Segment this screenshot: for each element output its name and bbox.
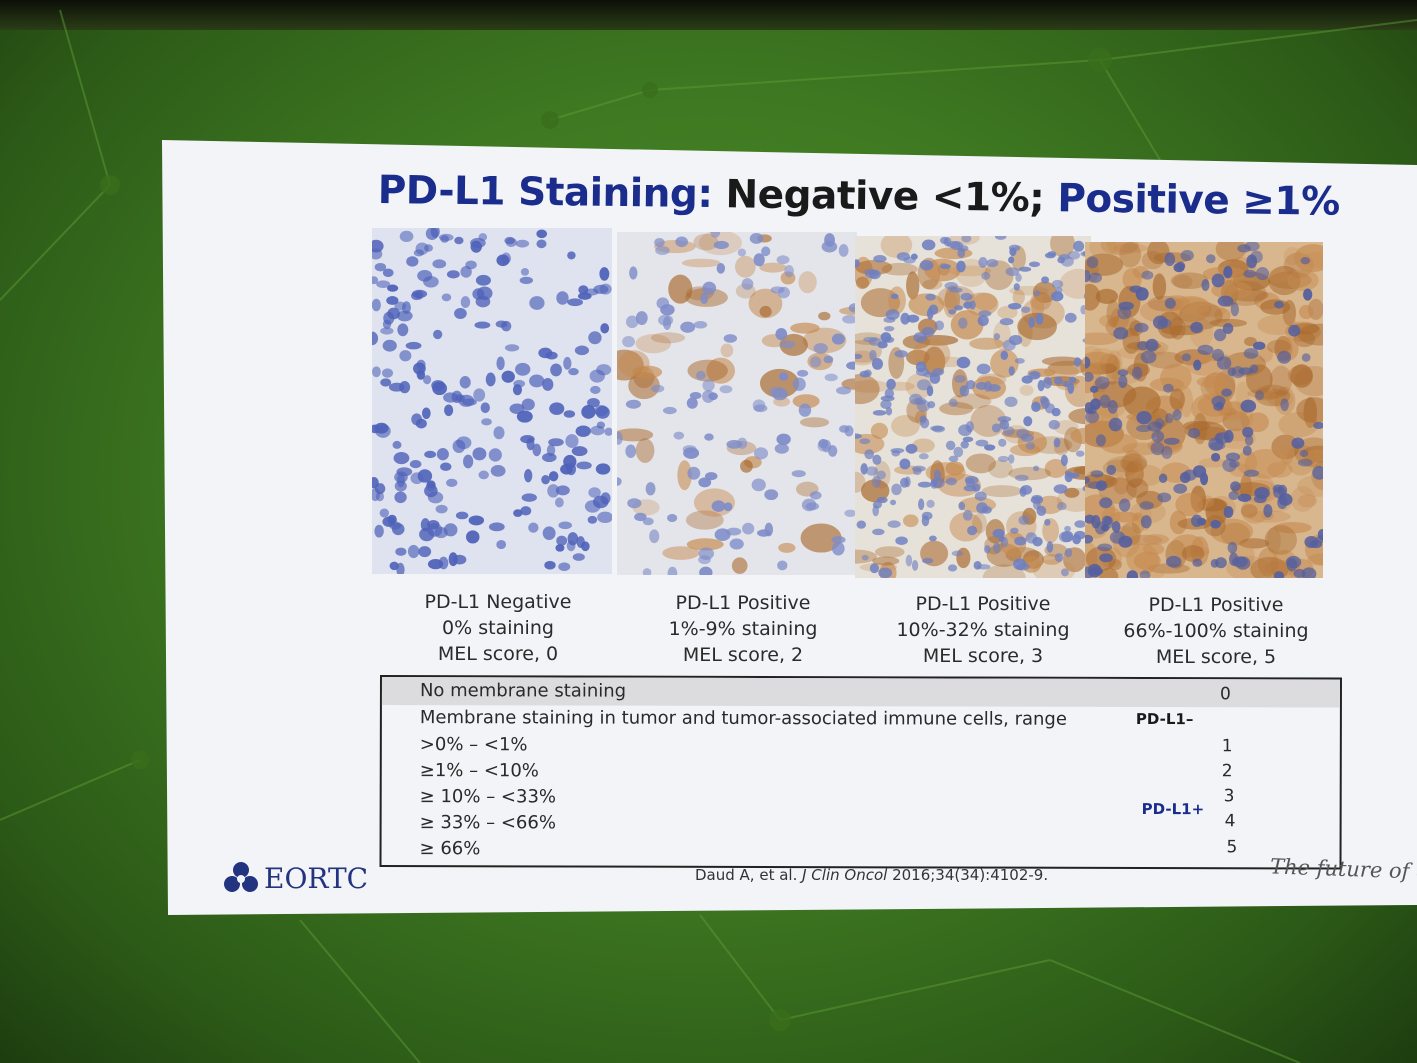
caption-status: PD-L1 Positive bbox=[1148, 594, 1284, 616]
table-row-label: Membrane staining in tumor and tumor-ass… bbox=[419, 707, 1067, 730]
table-row-label: ≥ 33% – <66% bbox=[419, 812, 557, 834]
projector-top-edge bbox=[0, 0, 1417, 30]
histology-panel-positive-low bbox=[617, 232, 857, 575]
table-row-score: 0 bbox=[1219, 684, 1231, 705]
caption-score: MEL score, 3 bbox=[922, 645, 1044, 667]
pdl1-positive-tag: PD-L1+ bbox=[1141, 799, 1205, 819]
histology-image-1 bbox=[372, 228, 612, 574]
caption-staining: 0% staining bbox=[442, 617, 554, 639]
table-row-label: ≥ 66% bbox=[419, 838, 481, 860]
histology-image-4 bbox=[1085, 242, 1323, 578]
histology-panel-positive-high bbox=[1085, 242, 1323, 578]
panel-caption-4: PD-L1 Positive 66%-100% staining MEL sco… bbox=[1096, 592, 1336, 670]
reference-citation: Daud A, et al. J Clin Oncol 2016;34(34):… bbox=[695, 866, 1048, 884]
caption-score: MEL score, 5 bbox=[1155, 646, 1277, 668]
caption-staining: 10%-32% staining bbox=[896, 619, 1070, 641]
caption-status: PD-L1 Negative bbox=[424, 591, 572, 613]
table-row-score: 2 bbox=[1221, 761, 1233, 782]
table-row-score: 1 bbox=[1221, 736, 1233, 757]
logo-wordmark: EORTC bbox=[264, 861, 369, 895]
caption-status: PD-L1 Positive bbox=[675, 592, 811, 614]
caption-score: MEL score, 0 bbox=[437, 643, 559, 665]
eortc-emblem-icon bbox=[224, 862, 258, 892]
caption-staining: 66%-100% staining bbox=[1123, 620, 1309, 642]
panel-caption-3: PD-L1 Positive 10%-32% staining MEL scor… bbox=[863, 591, 1103, 669]
citation-authors: Daud A, et al. bbox=[695, 866, 803, 884]
table-row-score: 3 bbox=[1223, 786, 1235, 807]
pdl1-negative-tag: PD-L1– bbox=[1135, 709, 1194, 729]
table-row-label: ≥ 10% – <33% bbox=[419, 786, 557, 808]
caption-staining: 1%-9% staining bbox=[668, 618, 818, 640]
caption-status: PD-L1 Positive bbox=[915, 593, 1051, 615]
citation-details: 2016;34(34):4102-9. bbox=[887, 866, 1049, 884]
panel-caption-1: PD-L1 Negative 0% staining MEL score, 0 bbox=[378, 589, 618, 667]
eortc-logo: EORTC bbox=[222, 858, 368, 898]
table-row-score: 4 bbox=[1224, 811, 1236, 832]
mel-score-table: No membrane staining 0 Membrane staining… bbox=[379, 675, 1342, 870]
table-row-score: 5 bbox=[1226, 837, 1238, 858]
citation-journal: J Clin Oncol bbox=[802, 866, 888, 884]
title-label: PD-L1 Staining: bbox=[377, 168, 713, 218]
panel-caption-2: PD-L1 Positive 1%-9% staining MEL score,… bbox=[623, 590, 863, 668]
title-positive: Positive ≥1% bbox=[1044, 176, 1340, 225]
histology-panel-positive-mid bbox=[855, 236, 1091, 578]
histology-image-3 bbox=[855, 236, 1091, 578]
table-row-label: No membrane staining bbox=[419, 680, 627, 702]
table-row-label: ≥1% – <10% bbox=[419, 760, 539, 782]
histology-image-2 bbox=[617, 232, 857, 575]
slide-tagline: The future of cance bbox=[1269, 854, 1417, 885]
table-row-label: >0% – <1% bbox=[419, 734, 528, 756]
histology-panel-negative bbox=[372, 228, 612, 574]
title-negative: Negative <1%; bbox=[712, 172, 1045, 222]
caption-score: MEL score, 2 bbox=[682, 644, 804, 666]
